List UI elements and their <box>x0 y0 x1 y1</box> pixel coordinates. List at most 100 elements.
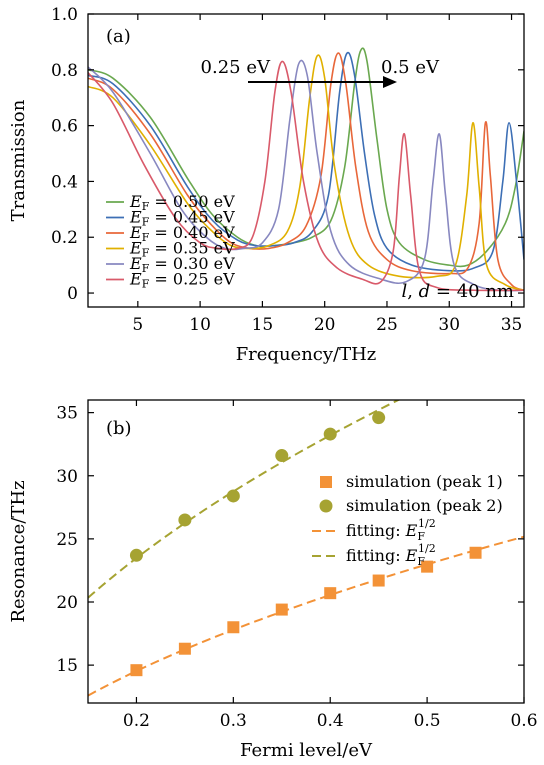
legend-e: E <box>129 192 142 211</box>
legend-e: E <box>405 546 418 565</box>
panel-b-x-tick-label: 0.5 <box>414 711 441 731</box>
panel-b-ticks: 0.2 0.3 0.4 0.5 0.6 15 20 25 30 35 <box>56 400 538 731</box>
legend-entry: simulation (peak 2) <box>346 496 503 515</box>
transmission-curve <box>88 52 524 292</box>
panel-a-x-tick-label: 5 <box>132 315 143 335</box>
panel-a-x-tick-label: 30 <box>438 315 460 335</box>
panel-a-y-axis-title: Transmission <box>8 99 29 221</box>
structure-l: l <box>401 281 407 302</box>
legend-value: = 0.45 eV <box>149 208 235 227</box>
panel-a-label: (a) <box>106 26 131 47</box>
panel-a-y-tick-label: 0.4 <box>51 172 78 192</box>
panel-a-x-tick-label: 25 <box>376 315 398 335</box>
peak2-marker <box>275 449 289 463</box>
legend-entry: EF = 0.45 eV <box>129 208 235 229</box>
peak1-marker <box>130 664 143 677</box>
structure-d: d <box>419 281 431 302</box>
transmission-curve <box>88 51 524 272</box>
peak1-marker <box>421 560 434 573</box>
fit-lines <box>88 400 524 697</box>
legend-e: E <box>129 223 142 242</box>
peak2-marker <box>323 427 337 441</box>
legend-sub: F <box>142 278 150 291</box>
panel-a-x-axis-title: Frequency/THz <box>236 344 377 365</box>
legend-sub: F <box>142 216 150 229</box>
panel-b-legend: simulation (peak 1) simulation (peak 2) fi… <box>312 472 503 568</box>
transmission-curves <box>88 47 524 292</box>
legend-entry: EF = 0.25 eV <box>129 270 235 291</box>
panel-b-label: (b) <box>106 418 132 439</box>
legend-value: = 0.30 eV <box>149 254 235 273</box>
legend-entry: fitting: EF1/2 <box>346 542 436 568</box>
panel-a-y-tick-label: 1.0 <box>51 5 78 25</box>
legend-sub: F <box>417 530 425 543</box>
legend-e: E <box>129 239 142 258</box>
transmission-curve <box>88 54 524 292</box>
legend-e: E <box>129 270 142 289</box>
fit-line <box>88 535 524 697</box>
structure-eq: = 40 nm <box>430 281 514 302</box>
legend-e: E <box>405 521 418 540</box>
legend-e: E <box>129 208 142 227</box>
panel-b-x-tick-label: 0.4 <box>317 711 344 731</box>
peak1-marker <box>469 546 482 559</box>
peak2-marker <box>178 513 192 527</box>
panel-a-y-tick-label: 0 <box>67 284 78 304</box>
legend-value: = 0.25 eV <box>149 270 235 289</box>
shift-arrow <box>248 76 397 88</box>
legend-circle-marker <box>319 499 333 513</box>
peak1-marker <box>227 621 240 634</box>
legend-sub: F <box>142 200 150 213</box>
transmission-curve <box>88 59 524 292</box>
peak2-marker <box>372 411 386 425</box>
panel-b-frame <box>87 399 525 704</box>
legend-prefix: fitting: <box>346 546 406 565</box>
panel-b-y-tick-label: 25 <box>56 530 78 550</box>
legend-sub: F <box>142 262 150 275</box>
legend-entry: simulation (peak 1) <box>346 472 503 491</box>
legend-prefix: fitting: <box>346 521 406 540</box>
structure-sep: , <box>407 281 418 302</box>
legend-entry: EF = 0.35 eV <box>129 239 235 260</box>
panel-a-x-tick-label: 15 <box>252 315 274 335</box>
panel-b-x-tick-label: 0.2 <box>123 711 150 731</box>
simulation-markers <box>129 411 482 677</box>
legend-sub: F <box>142 247 150 260</box>
panel-b: 0.2 0.3 0.4 0.5 0.6 15 20 25 30 35 (b) Fermi leve… <box>8 399 538 761</box>
fit-line <box>88 400 401 599</box>
shift-arrow-head <box>383 76 397 88</box>
legend-sup: 1/2 <box>418 517 436 530</box>
peak1-marker <box>324 587 337 600</box>
legend-sub: F <box>142 231 150 244</box>
legend-entry: EF = 0.40 eV <box>129 223 235 244</box>
panel-b-y-axis-title: Resonance/THz <box>8 480 29 622</box>
panel-b-y-tick-label: 35 <box>56 404 78 424</box>
legend-value: = 0.35 eV <box>149 239 235 258</box>
transmission-curve <box>88 60 524 292</box>
panel-a-x-tick-label: 10 <box>189 315 211 335</box>
peak1-marker <box>372 574 385 587</box>
peak2-marker <box>226 489 240 503</box>
legend-sub: F <box>417 555 425 568</box>
arrow-start-label: 0.25 eV <box>201 57 271 78</box>
peak2-marker <box>129 548 143 562</box>
panel-a-ticks: 5 10 15 20 25 30 35 0 0.2 0.4 0.6 0.8 1.0 <box>51 5 524 335</box>
transmission-curve <box>88 47 524 268</box>
panel-b-x-axis-title: Fermi level/eV <box>240 740 373 761</box>
panel-b-y-tick-label: 15 <box>56 656 78 676</box>
legend-entry: EF = 0.50 eV <box>129 192 235 213</box>
legend-sup: 1/2 <box>418 542 436 555</box>
panel-a-x-tick-label: 20 <box>314 315 336 335</box>
panel-b-x-tick-label: 0.3 <box>220 711 247 731</box>
peak1-marker <box>178 642 191 655</box>
panel-a: 5 10 15 20 25 30 35 0 0.2 0.4 0.6 0.8 1.0 (a) Freque… <box>8 5 525 365</box>
legend-entry: fitting: EF1/2 <box>346 517 436 543</box>
arrow-end-label: 0.5 eV <box>381 57 440 78</box>
panel-b-x-tick-label: 0.6 <box>510 711 537 731</box>
panel-a-y-tick-label: 0.2 <box>51 228 78 248</box>
panel-a-y-tick-label: 0.6 <box>51 117 78 137</box>
legend-e: E <box>129 254 142 273</box>
legend-entry: EF = 0.30 eV <box>129 254 235 275</box>
